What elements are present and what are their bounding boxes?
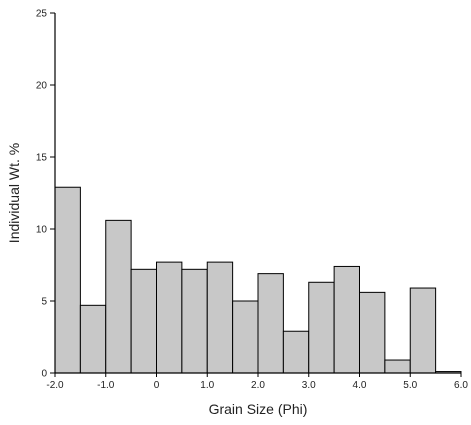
x-tick-label: 4.0 <box>353 380 367 391</box>
bar-11 <box>333 265 360 374</box>
y-tick-label: 20 <box>36 81 48 92</box>
bar-6 <box>206 261 234 374</box>
bar-5 <box>181 268 208 374</box>
x-tick-label: 2.0 <box>251 380 265 391</box>
y-tick-label: 5 <box>41 297 47 308</box>
y-tick-label: 15 <box>36 153 48 164</box>
bar-7 <box>232 300 259 374</box>
bar-13 <box>384 359 411 374</box>
bar-1 <box>79 304 107 374</box>
x-tick-label: -1.0 <box>97 380 115 391</box>
bar-0 <box>54 186 81 374</box>
x-tick-label: 6.0 <box>454 380 468 391</box>
x-tick-label: -2.0 <box>46 380 64 391</box>
y-tick-label: 0 <box>41 369 47 380</box>
x-ticks-group: -2.0 -1.0 0 1.0 2.0 3.0 4.0 5.0 6.0 <box>46 373 468 391</box>
bar-4 <box>156 261 183 374</box>
x-tick-label: 5.0 <box>403 380 417 391</box>
y-axis-title: Individual Wt. % <box>6 143 22 243</box>
bar-10 <box>308 281 335 374</box>
y-tick-label: 10 <box>36 225 48 236</box>
bar-9 <box>282 330 310 374</box>
bars-group <box>54 186 462 374</box>
x-tick-label: 0 <box>154 380 160 391</box>
bar-14 <box>409 287 437 374</box>
y-tick-label: 25 <box>36 9 48 20</box>
x-axis-title: Grain Size (Phi) <box>209 401 308 417</box>
y-ticks-group: 0 5 10 15 20 25 <box>36 9 55 380</box>
x-tick-label: 3.0 <box>302 380 316 391</box>
bar-2 <box>105 219 132 374</box>
bar-3 <box>130 268 157 374</box>
bar-12 <box>359 291 386 374</box>
bar-8 <box>257 273 284 374</box>
x-tick-label: 1.0 <box>200 380 214 391</box>
